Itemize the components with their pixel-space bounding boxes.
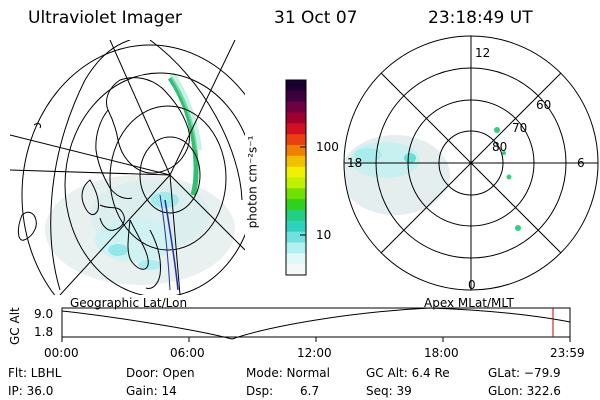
polar-hour-12: 12 xyxy=(475,46,491,60)
instrument-title: Ultraviolet Imager xyxy=(28,8,182,28)
image-time: 23:18:49 UT xyxy=(428,8,533,28)
info-glat: GLat: −79.9 xyxy=(488,366,561,380)
colorbar-cell xyxy=(286,253,306,265)
colorbar-tick-100: 100 xyxy=(316,140,339,154)
info-gc-alt: GC Alt: 6.4 Re xyxy=(366,366,450,380)
info-door: Door: Open xyxy=(126,366,195,380)
timeline-ytick-high: 9.0 xyxy=(34,307,54,321)
polar-hour-0: 0 xyxy=(468,278,476,292)
colorbar-cell xyxy=(286,199,306,211)
timeline-xtick-1200: 12:00 xyxy=(297,346,332,360)
polar-lat-80: 80 xyxy=(492,140,508,154)
colorbar-cell xyxy=(286,134,306,146)
timeline-xtick-0000: 00:00 xyxy=(44,346,79,360)
colorbar-cell xyxy=(286,155,306,168)
colorbar-cell xyxy=(286,210,306,222)
polar-hour-6: 6 xyxy=(577,156,585,170)
timeline-xtick-2359: 23:59 xyxy=(550,346,585,360)
colorbar-cell xyxy=(286,188,306,200)
apex-label: Apex MLat/MLT xyxy=(424,296,514,310)
colorbar-cell xyxy=(286,264,306,276)
polar-aurora-blob xyxy=(344,135,450,215)
colorbar-cell xyxy=(286,90,306,103)
map-coastline xyxy=(106,77,191,174)
info-ip: IP: 36.0 xyxy=(8,384,54,398)
polar-lat-70: 70 xyxy=(512,121,528,135)
map-aurora-blob xyxy=(45,175,235,285)
timeline-ylabel: GC Alt xyxy=(8,307,22,345)
timeline-xtick-1800: 18:00 xyxy=(424,346,459,360)
colorbar-cell xyxy=(286,123,306,135)
info-glon: GLon: 322.6 xyxy=(488,384,561,398)
info-dsp-value: 6.7 xyxy=(300,384,320,398)
geographic-label: Geographic Lat/Lon xyxy=(70,296,188,310)
colorbar-cell xyxy=(286,231,306,243)
polar-hour-18: 18 xyxy=(347,156,363,170)
image-date: 31 Oct 07 xyxy=(274,8,358,28)
timeline-ytick-low: 1.8 xyxy=(34,325,54,339)
colorbar-cell xyxy=(286,177,306,189)
colorbar-cell xyxy=(286,220,306,233)
colorbar-cell xyxy=(286,242,306,254)
map-aurora-arc xyxy=(167,76,199,196)
colorbar-cell xyxy=(286,166,306,178)
info-mode: Mode: Normal xyxy=(246,366,330,380)
timeline-xtick-0600: 06:00 xyxy=(170,346,205,360)
colorbar-cell xyxy=(286,80,306,92)
colorbar-tick-10: 10 xyxy=(316,228,332,242)
colorbar-cell xyxy=(286,145,306,157)
polar-lat-60: 60 xyxy=(536,98,552,112)
info-filter: Flt: LBHL xyxy=(8,366,62,380)
colorbar-cell xyxy=(286,101,306,113)
info-gain: Gain: 14 xyxy=(126,384,177,398)
colorbar-cell xyxy=(286,112,306,124)
info-seq: Seq: 39 xyxy=(366,384,412,398)
info-dsp-label: Dsp: xyxy=(246,384,274,398)
